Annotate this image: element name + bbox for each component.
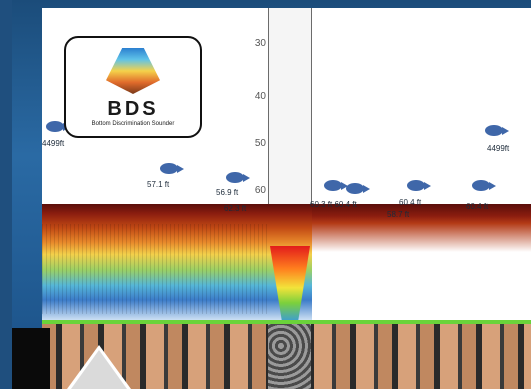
depth-tick: 50 <box>254 138 266 149</box>
sounder-layers-icon <box>106 48 160 94</box>
fish-label: 58.7 ft <box>387 210 410 219</box>
bottom-echo-right <box>312 204 531 324</box>
divider-right <box>311 8 312 338</box>
bds-logo: BDS Bottom Discrimination Sounder <box>64 36 202 138</box>
divider-left <box>268 8 269 338</box>
logo-subtitle: Bottom Discrimination Sounder <box>91 121 175 127</box>
fish-icon <box>160 163 184 174</box>
bottom-line <box>42 320 531 324</box>
left-panel <box>12 328 50 389</box>
fish-label: 56.9 ft <box>216 188 239 197</box>
fish-label: 4499ft <box>42 139 65 148</box>
fish-label: 60.4 ft <box>466 202 489 211</box>
zoom-seabed <box>268 324 311 389</box>
fish-label: 62.3 ft <box>224 204 247 213</box>
fish-label: 60.3 ft 60.4 ft <box>310 200 357 209</box>
device-frame: 30 40 50 60 70 80 4499ft 57.1 ft 56.9 ft… <box>12 0 531 389</box>
echo-noise <box>42 224 268 314</box>
fish-label: 57.1 ft <box>147 180 170 189</box>
pointer-arrow-inner <box>71 350 127 389</box>
fish-label: 4499ft <box>487 144 510 153</box>
fish-icon <box>407 180 431 191</box>
fish-icon <box>226 172 250 183</box>
pointer-arrow-icon <box>67 345 131 389</box>
fish-icon <box>324 180 348 191</box>
fish-icon <box>485 125 509 136</box>
fish-icon <box>46 121 70 132</box>
depth-tick: 30 <box>254 38 266 49</box>
logo-title: BDS <box>107 98 159 120</box>
fish-icon <box>346 183 370 194</box>
depth-tick: 60 <box>254 185 266 196</box>
depth-tick: 40 <box>254 91 266 102</box>
fish-label: 60.4 ft <box>399 198 422 207</box>
fish-icon <box>472 180 496 191</box>
